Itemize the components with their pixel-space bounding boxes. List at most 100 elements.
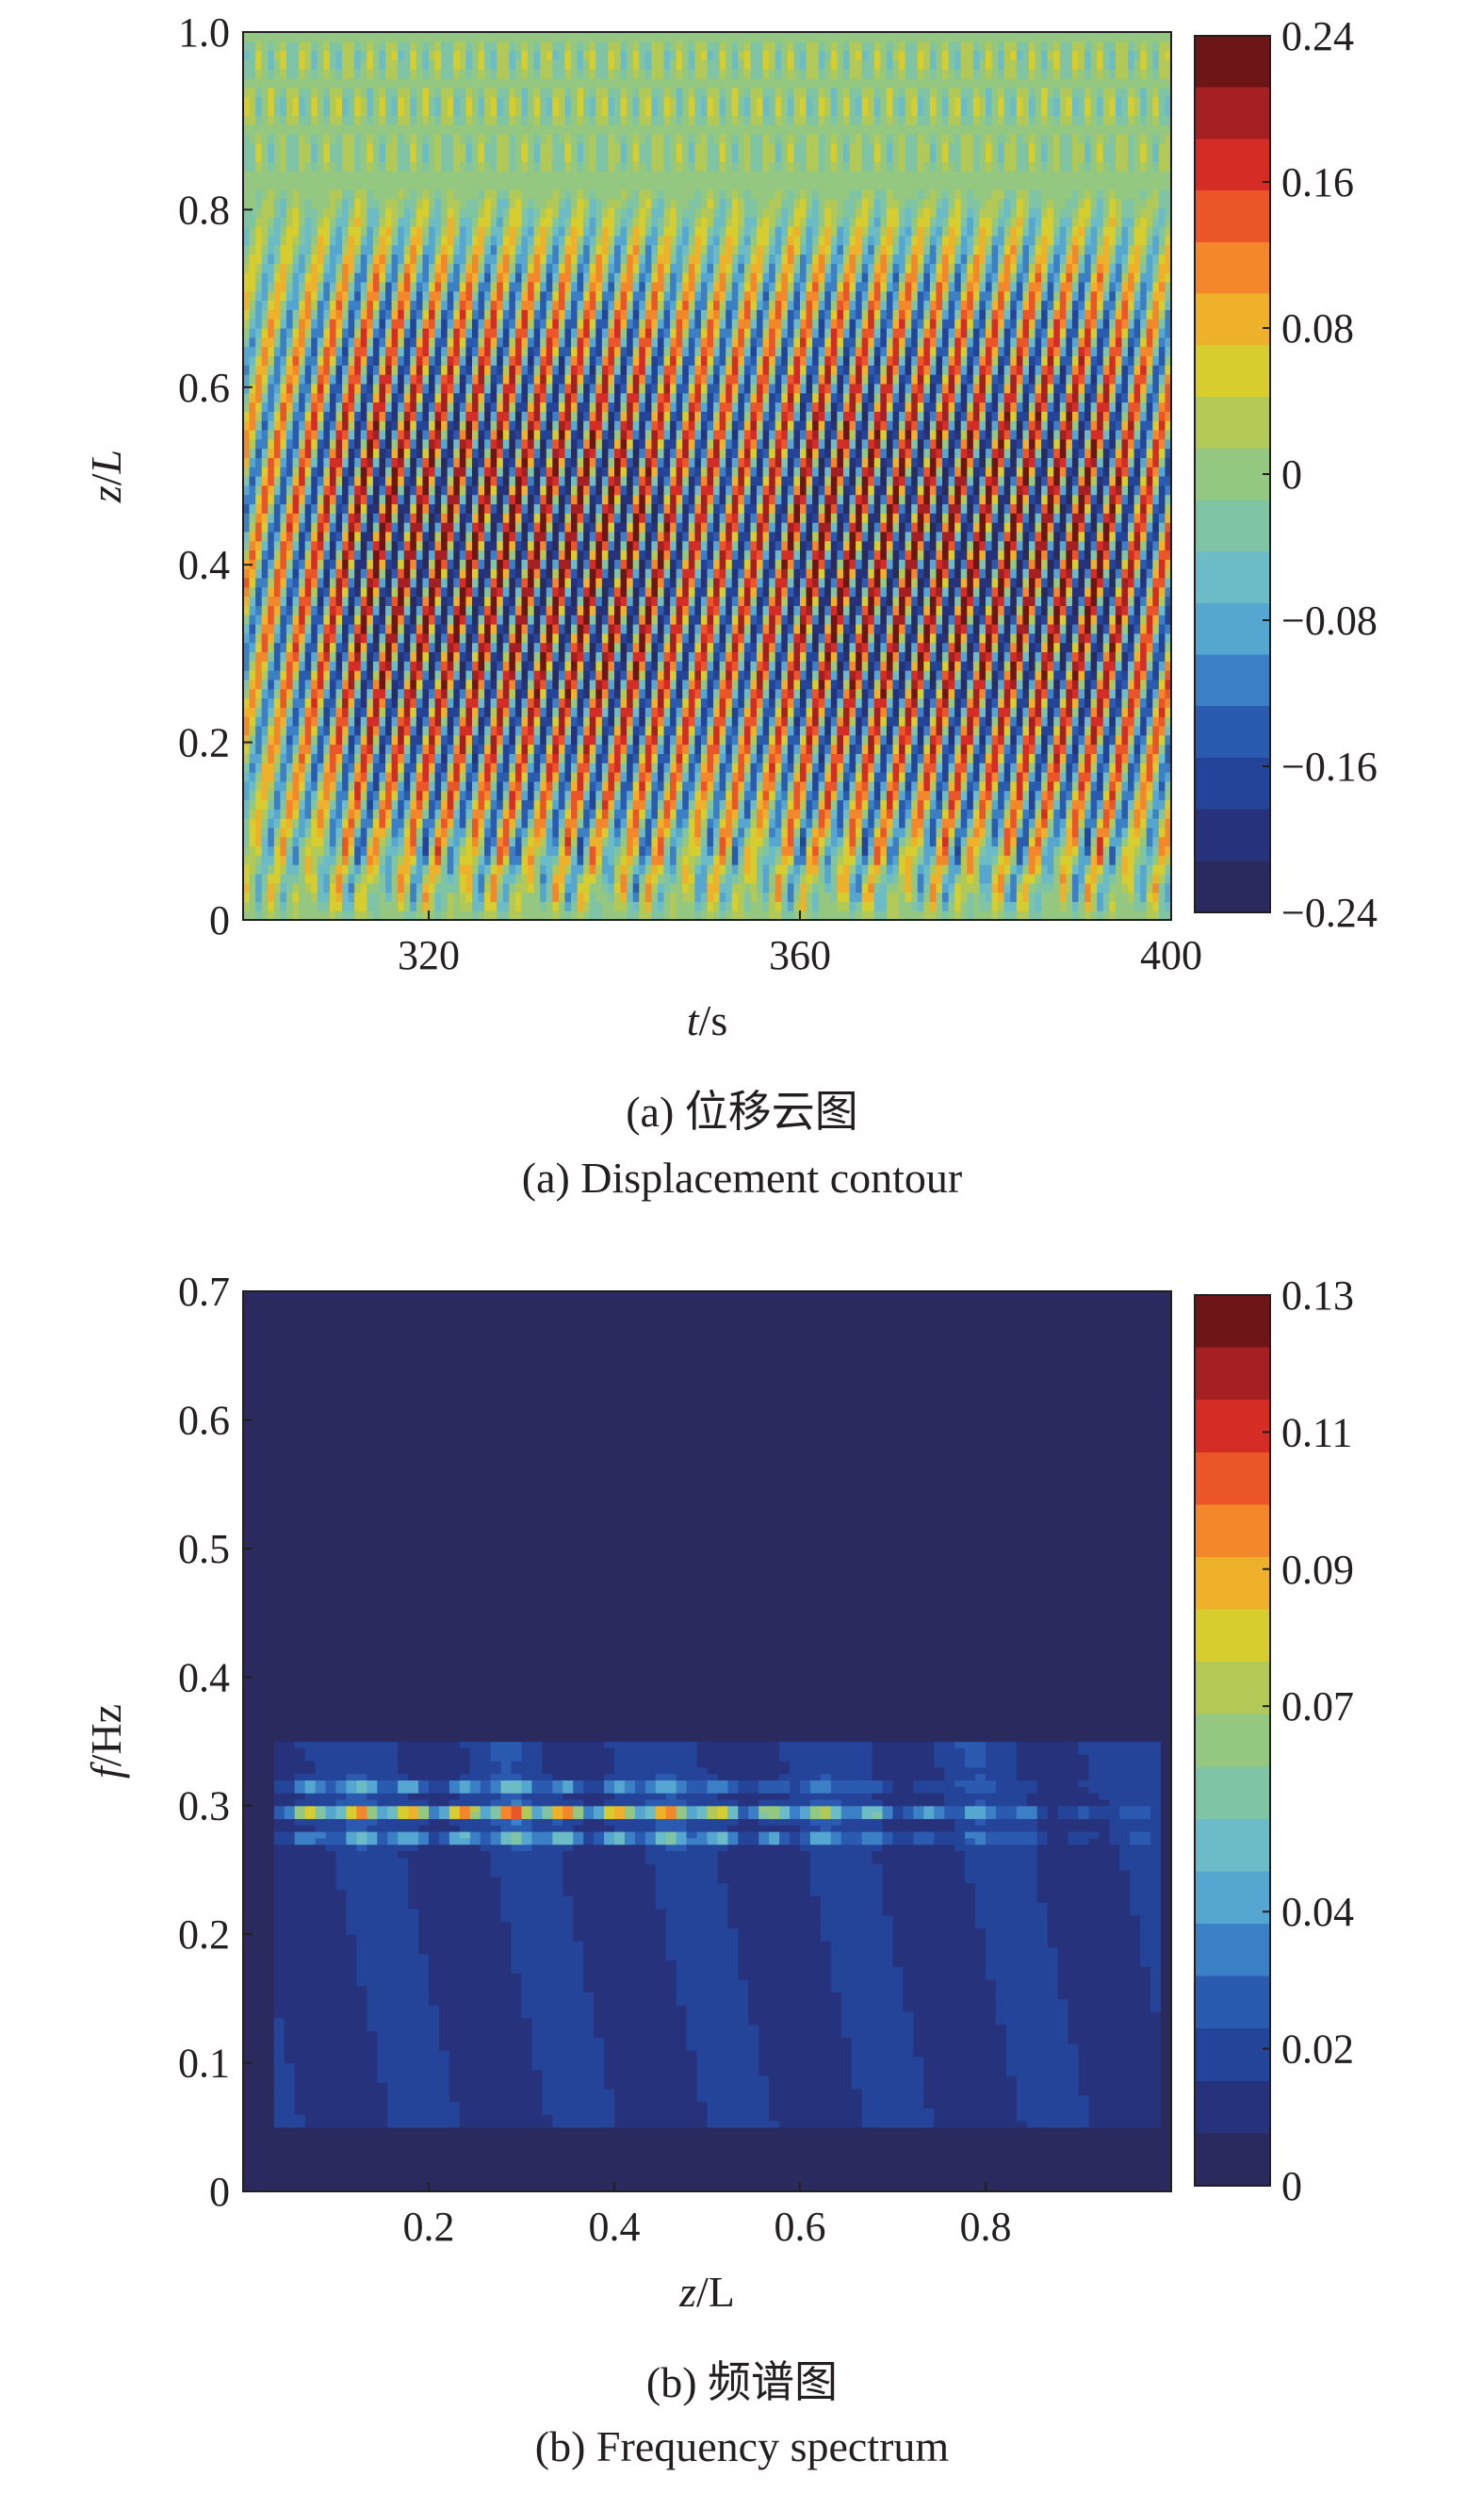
heatmap-cell [429,513,436,523]
heatmap-cell [447,744,454,754]
heatmap-cell [403,799,411,810]
heatmap-cell [367,513,374,523]
heatmap-cell [379,873,386,884]
heatmap-cell [304,374,312,385]
heatmap-cell [484,836,492,847]
heatmap-cell [514,642,523,653]
heatmap-cell [478,855,485,865]
heatmap-cell [546,605,553,615]
heatmap-cell [280,670,287,681]
heatmap-cell [335,180,343,190]
heatmap-cell [453,336,461,348]
heatmap-cell [261,725,269,736]
heatmap-cell [416,540,424,551]
heatmap-cell [447,124,454,135]
heatmap-cell [459,142,466,154]
heatmap-cell [441,198,448,209]
heatmap-cell [243,309,251,320]
heatmap-cell [441,420,448,431]
heatmap-cell [416,632,424,644]
heatmap-cell [261,827,269,838]
heatmap-cell [292,254,300,264]
heatmap-cell [280,59,287,70]
heatmap-cell [441,725,448,736]
heatmap-cell [429,438,436,450]
heatmap-cell [509,670,516,681]
heatmap-cell [533,374,541,385]
heatmap-cell [509,319,516,329]
heatmap-cell [342,818,350,828]
heatmap-cell [552,716,560,727]
heatmap-cell [292,32,300,42]
heatmap-cell [552,383,560,394]
heatmap-cell [502,679,510,690]
heatmap-cell [243,624,251,634]
heatmap-cell [434,198,442,209]
heatmap-cell [243,605,251,615]
heatmap-cell [354,244,362,255]
heatmap-cell [268,540,275,551]
heatmap-cell [410,494,417,505]
heatmap-cell [478,882,485,894]
heatmap-cell [497,180,504,190]
heatmap-cell [453,725,461,736]
heatmap-cell [354,235,362,246]
heatmap-cell [329,744,337,754]
heatmap-cell [323,577,331,588]
heatmap-cell [403,494,411,505]
heatmap-cell [335,799,343,810]
heatmap-cell [342,744,350,754]
heatmap-cell [391,642,399,653]
heatmap-cell [403,707,411,717]
heatmap-cell [379,217,386,227]
heatmap-cell [342,438,350,450]
heatmap-cell [478,799,485,810]
heatmap-cell [304,670,312,681]
heatmap-cell [546,661,553,671]
heatmap-cell [342,392,350,403]
heatmap-cell [410,133,417,144]
heatmap-cell [379,438,386,450]
heatmap-cell [360,180,367,190]
heatmap-cell [285,124,294,135]
heatmap-cell [453,763,461,773]
heatmap-cell [447,106,454,116]
heatmap-cell [514,207,523,218]
heatmap-cell [348,892,355,902]
heatmap-cell [379,864,386,875]
heatmap-cell [484,467,492,477]
heatmap-cell [317,549,324,560]
heatmap-cell [416,217,424,227]
heatmap-cell [471,596,480,606]
heatmap-cell [292,855,300,865]
heatmap-cell [546,106,553,116]
heatmap-cell [354,180,362,190]
heatmap-cell [434,336,442,348]
heatmap-cell [317,642,324,653]
heatmap-cell [285,901,294,911]
heatmap-cell [292,651,300,662]
heatmap-cell [403,328,411,338]
heatmap-cell [490,226,497,237]
heatmap-cell [304,198,312,209]
heatmap-cell [546,790,553,801]
heatmap-cell [268,559,275,569]
heatmap-cell [299,744,306,754]
heatmap-cell [410,244,417,255]
heatmap-cell [552,429,560,440]
heatmap-cell [429,281,436,292]
heatmap-cell [490,152,497,162]
heatmap-cell [465,892,473,902]
heatmap-cell [484,448,492,458]
heatmap-cell [471,734,480,746]
heatmap-cell [447,281,454,292]
heatmap-cell [304,568,312,579]
heatmap-cell [360,152,367,162]
heatmap-cell [292,235,300,246]
heatmap-cell [379,632,386,644]
heatmap-cell [323,106,331,116]
heatmap-cell [280,772,287,782]
heatmap-cell [311,171,318,181]
heatmap-cell [398,734,405,746]
heatmap-cell [552,892,560,902]
